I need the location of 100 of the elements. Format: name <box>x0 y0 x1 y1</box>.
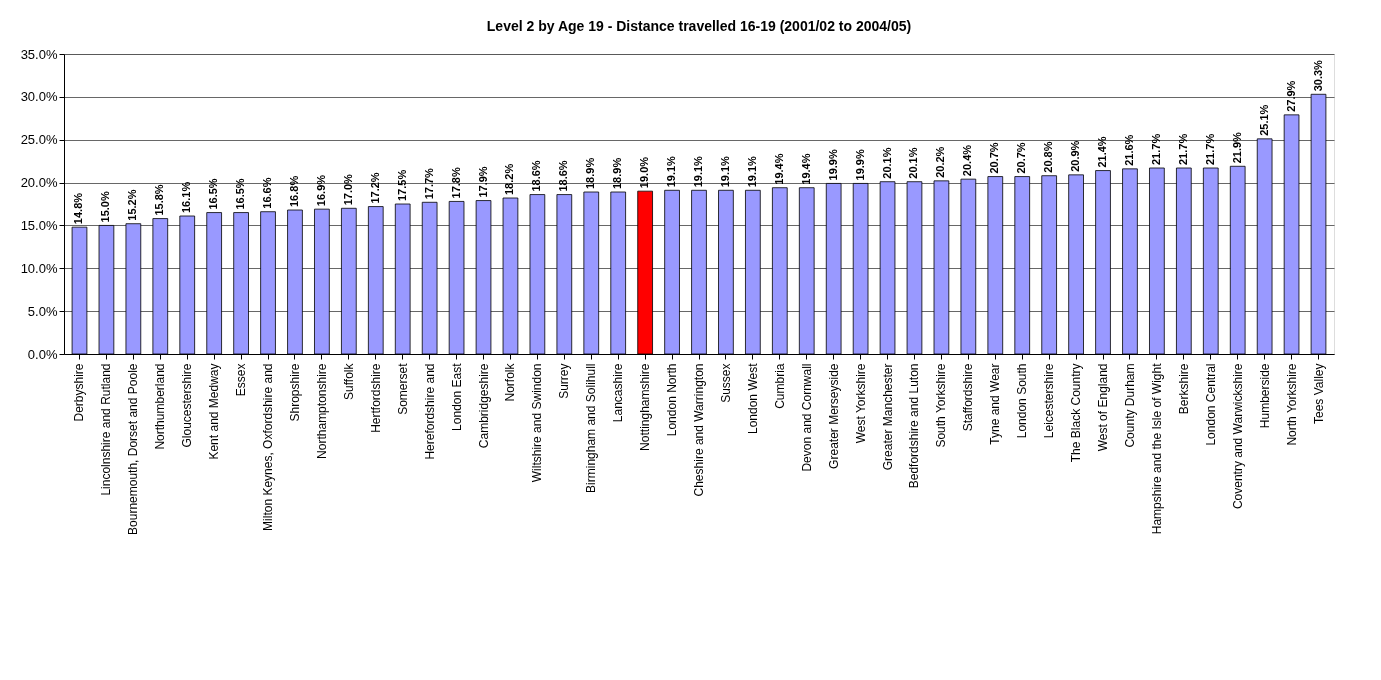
data-label: 21.7% <box>1203 133 1216 165</box>
x-tick-label: Milton Keynes, Oxfordshire and <box>261 363 276 531</box>
x-tick-label: West of England <box>1096 363 1111 452</box>
data-label: 17.8% <box>449 167 462 199</box>
data-label: 19.9% <box>853 149 866 181</box>
data-label: 21.7% <box>1149 133 1162 165</box>
x-tick-label: Coventry and Warwickshire <box>1230 363 1245 510</box>
x-tick-label: Hertfordshire <box>368 363 383 433</box>
y-tick-label: 15.0% <box>20 217 58 233</box>
y-tick-label: 35.0% <box>20 46 58 62</box>
data-label: 18.9% <box>584 157 597 189</box>
x-tick-label: Lancashire <box>611 363 626 423</box>
data-label: 16.8% <box>287 175 300 207</box>
x-tick-label: Herefordshire and <box>422 363 437 460</box>
y-tick-label: 5.0% <box>27 303 58 319</box>
x-tick-label: Shropshire <box>287 363 302 422</box>
x-tick-label: Bournemouth, Dorset and Poole <box>126 363 141 535</box>
data-label: 16.5% <box>207 178 220 210</box>
y-tick-label: 25.0% <box>20 132 58 148</box>
data-label: 17.5% <box>395 169 408 201</box>
data-label: 20.1% <box>907 147 920 179</box>
x-tick-label: London Central <box>1203 363 1218 446</box>
data-label: 19.1% <box>665 155 678 188</box>
x-tick-label: Devon and Cornwall <box>799 363 814 472</box>
data-label: 17.0% <box>341 173 354 206</box>
data-label: 20.1% <box>880 147 893 179</box>
data-label: 21.4% <box>1096 136 1109 168</box>
data-label: 19.0% <box>638 156 651 189</box>
data-label: 15.2% <box>126 189 139 221</box>
x-tick-label: Tees Valley <box>1311 363 1326 424</box>
x-tick-label: Sussex <box>718 363 733 403</box>
data-label: 20.2% <box>934 146 947 178</box>
data-label: 16.5% <box>234 178 247 210</box>
x-tick-label: North Yorkshire <box>1284 363 1299 446</box>
x-tick-label: Cumbria <box>772 363 787 409</box>
data-label: 15.0% <box>99 191 112 223</box>
data-label: 19.1% <box>745 155 758 188</box>
x-tick-label: Suffolk <box>341 362 356 400</box>
data-label: 20.8% <box>1042 141 1055 173</box>
data-label: 25.1% <box>1257 104 1270 136</box>
data-label: 17.2% <box>368 172 381 204</box>
data-label: 19.4% <box>799 153 812 185</box>
data-label: 18.6% <box>557 160 570 192</box>
data-label: 17.7% <box>422 167 435 200</box>
x-tick-label: South Yorkshire <box>934 363 949 448</box>
x-tick-label: Nottinghamshire <box>638 363 653 451</box>
x-tick-label: Surrey <box>557 363 572 399</box>
data-label: 20.4% <box>961 144 974 177</box>
x-tick-label: Greater Merseyside <box>826 363 841 469</box>
data-label: 18.2% <box>503 163 516 195</box>
x-tick-label: West Yorkshire <box>853 363 868 444</box>
data-label: 21.9% <box>1230 131 1243 164</box>
x-tick-label: London South <box>1015 363 1030 439</box>
data-label: 27.9% <box>1284 80 1297 112</box>
data-label: 20.7% <box>988 142 1001 174</box>
x-tick-label: Essex <box>234 363 249 397</box>
data-label: 15.8% <box>153 184 166 216</box>
data-label: 21.7% <box>1176 133 1189 165</box>
x-tick-label: Northumberland <box>153 363 168 450</box>
x-tick-label: Somerset <box>395 362 410 415</box>
data-label: 30.3% <box>1311 59 1324 92</box>
x-tick-label: Derbyshire <box>72 363 87 422</box>
chart-title: Level 2 by Age 19 - Distance travelled 16-19 (2001/02 to 2004/05) <box>486 18 912 34</box>
x-tick-label: Lincolnshire and Rutland <box>99 363 114 496</box>
x-tick-label: Norfolk <box>503 362 518 402</box>
x-tick-label: The Black Country <box>1069 363 1084 463</box>
x-tick-label: Tyne and Wear <box>988 363 1003 445</box>
data-label: 20.9% <box>1069 140 1082 172</box>
x-tick-label: Birmingham and Solihull <box>584 363 599 493</box>
y-tick-label: 10.0% <box>20 260 58 276</box>
y-tick-label: 30.0% <box>20 89 58 105</box>
data-label: 16.1% <box>180 181 193 213</box>
data-label: 21.6% <box>1122 134 1135 166</box>
x-tick-label: Bedfordshire and Luton <box>907 363 922 489</box>
data-label: 18.9% <box>611 157 624 189</box>
x-tick-label: Hampshire and the Isle of Wight <box>1149 362 1164 535</box>
x-tick-label: Kent and Medway <box>207 363 222 460</box>
x-tick-label: Leicestershire <box>1042 363 1057 439</box>
data-label: 19.9% <box>826 149 839 181</box>
x-tick-label: Staffordshire <box>961 363 976 432</box>
x-tick-label: Greater Manchester <box>880 363 895 471</box>
x-tick-label: London West <box>745 362 760 434</box>
x-tick-label: Wiltshire and Swindon <box>530 363 545 483</box>
x-tick-label: London North <box>665 363 680 437</box>
data-label: 17.9% <box>476 166 489 198</box>
x-tick-label: London East <box>449 362 464 431</box>
x-tick-label: Gloucestershire <box>180 363 195 448</box>
data-label: 16.6% <box>261 177 274 209</box>
x-tick-label: Cheshire and Warrington <box>692 363 706 497</box>
data-label: 19.1% <box>718 155 731 188</box>
data-label: 19.4% <box>772 153 785 185</box>
y-tick-label: 20.0% <box>20 175 58 191</box>
y-tick-label: 0.0% <box>27 346 58 362</box>
data-label: 19.1% <box>692 155 704 188</box>
data-label: 18.6% <box>530 160 543 192</box>
data-label: 14.8% <box>72 192 85 225</box>
x-tick-label: Cambridgeshire <box>476 363 491 449</box>
x-tick-label: Humberside <box>1257 363 1272 429</box>
data-label: 16.9% <box>314 174 327 207</box>
x-tick-label: Berkshire <box>1176 363 1191 415</box>
